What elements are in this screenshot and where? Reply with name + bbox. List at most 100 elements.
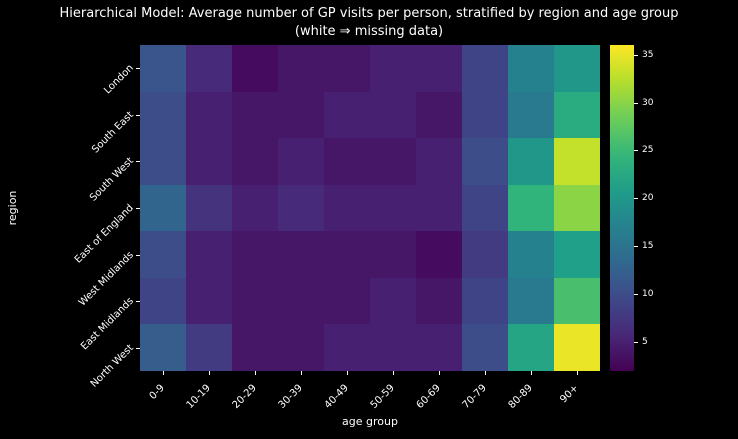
heatmap-cell bbox=[278, 231, 324, 278]
heatmap-cell bbox=[370, 324, 416, 371]
heatmap-cell bbox=[370, 45, 416, 92]
heatmap-cell bbox=[370, 277, 416, 325]
heatmap-cell bbox=[278, 184, 324, 232]
heatmap-cell bbox=[186, 138, 232, 185]
chart-title: Hierarchical Model: Average number of GP… bbox=[59, 6, 679, 21]
heatmap-cell bbox=[186, 324, 232, 371]
axis-tickmark bbox=[485, 371, 486, 375]
heatmap-cell bbox=[416, 184, 462, 232]
heatmap-cell bbox=[186, 184, 232, 232]
axis-tickmark bbox=[209, 371, 210, 375]
colorbar-tick-label: 30 bbox=[642, 97, 654, 108]
heatmap-cell bbox=[370, 184, 416, 232]
heatmap-cell bbox=[140, 184, 186, 232]
heatmap-cell bbox=[278, 138, 324, 185]
colorbar: 5 10 15 20 25 30 35 bbox=[610, 45, 653, 371]
heatmap-cell bbox=[554, 324, 600, 371]
heatmap-cell bbox=[416, 277, 462, 325]
heatmap-cell bbox=[232, 324, 278, 371]
axis-tickmark bbox=[301, 371, 302, 375]
heatmap-cell bbox=[554, 231, 600, 278]
heatmap-cell bbox=[232, 231, 278, 278]
axis-tickmark bbox=[439, 371, 440, 375]
heatmap-cell bbox=[508, 91, 554, 139]
heatmap-cell bbox=[508, 277, 554, 325]
heatmap-cell bbox=[278, 277, 324, 325]
axis-tickmark bbox=[255, 371, 256, 375]
heatmap-cell bbox=[554, 45, 600, 92]
heatmap-cell bbox=[416, 138, 462, 185]
heatmap-cell bbox=[278, 324, 324, 371]
heatmap-cell bbox=[370, 231, 416, 278]
heatmap-cell bbox=[140, 231, 186, 278]
colorbar-tick-label: 25 bbox=[642, 145, 654, 156]
heatmap-cell bbox=[278, 45, 324, 92]
heatmap-cell bbox=[554, 138, 600, 185]
axis-tickmark bbox=[577, 371, 578, 375]
heatmap bbox=[140, 45, 600, 371]
heatmap-cell bbox=[140, 91, 186, 139]
colorbar-tick-label: 10 bbox=[642, 289, 654, 300]
heatmap-cell bbox=[232, 138, 278, 185]
heatmap-cell bbox=[462, 91, 508, 139]
heatmap-cell bbox=[508, 45, 554, 92]
heatmap-cell bbox=[416, 231, 462, 278]
colorbar-tickmark bbox=[634, 246, 638, 248]
colorbar-tickmark bbox=[634, 198, 638, 200]
axis-tickmark bbox=[136, 208, 140, 209]
colorbar-tick-label: 20 bbox=[642, 193, 654, 204]
heatmap-cell bbox=[232, 45, 278, 92]
heatmap-cell bbox=[232, 277, 278, 325]
heatmap-cell bbox=[324, 324, 370, 371]
axis-tickmark bbox=[136, 114, 140, 116]
colorbar-tickmark bbox=[634, 54, 638, 56]
heatmap-cell bbox=[324, 231, 370, 278]
heatmap-cell bbox=[554, 91, 600, 139]
axis-tickmark bbox=[163, 371, 164, 375]
axis-tickmark bbox=[136, 161, 140, 163]
heatmap-cell bbox=[554, 277, 600, 325]
heatmap-cell bbox=[416, 91, 462, 139]
colorbar-tick-label: 35 bbox=[642, 49, 654, 60]
heatmap-cell bbox=[140, 45, 186, 92]
heatmap-cell bbox=[278, 91, 324, 139]
colorbar-tick-label: 5 bbox=[642, 337, 648, 348]
axis-tickmark bbox=[136, 347, 140, 349]
heatmap-cell bbox=[416, 45, 462, 92]
heatmap-cell bbox=[186, 45, 232, 92]
heatmap-cell bbox=[232, 91, 278, 139]
y-axis-label: region bbox=[6, 190, 19, 226]
heatmap-cell bbox=[140, 277, 186, 325]
heatmap-cell bbox=[462, 231, 508, 278]
x-axis-label: age group bbox=[342, 415, 398, 428]
colorbar-gradient bbox=[610, 45, 634, 371]
axis-tickmark bbox=[393, 371, 394, 375]
heatmap-cell bbox=[324, 45, 370, 92]
heatmap-cell bbox=[186, 231, 232, 278]
chart-subtitle: (white ⇒ missing data) bbox=[294, 24, 444, 39]
heatmap-cell bbox=[416, 324, 462, 371]
colorbar-tickmark bbox=[634, 150, 638, 152]
colorbar-tick-label: 15 bbox=[642, 241, 654, 252]
heatmap-cell bbox=[232, 184, 278, 232]
heatmap-cell bbox=[324, 91, 370, 139]
axis-tickmark bbox=[347, 371, 348, 375]
heatmap-cell bbox=[462, 45, 508, 92]
heatmap-cell bbox=[370, 91, 416, 139]
axis-tickmark bbox=[136, 254, 140, 256]
heatmap-cell bbox=[324, 277, 370, 325]
colorbar-tickmark bbox=[634, 102, 638, 104]
heatmap-cell bbox=[462, 184, 508, 232]
heatmap-cell bbox=[324, 184, 370, 232]
axis-tickmark bbox=[531, 371, 532, 375]
heatmap-cell bbox=[324, 138, 370, 185]
heatmap-cell bbox=[186, 277, 232, 325]
heatmap-cell bbox=[462, 277, 508, 325]
heatmap-cell bbox=[140, 138, 186, 185]
heatmap-cell bbox=[508, 138, 554, 185]
heatmap-cell bbox=[508, 231, 554, 278]
heatmap-cell bbox=[554, 184, 600, 232]
heatmap-cell bbox=[370, 138, 416, 185]
axis-tickmark bbox=[136, 301, 140, 303]
